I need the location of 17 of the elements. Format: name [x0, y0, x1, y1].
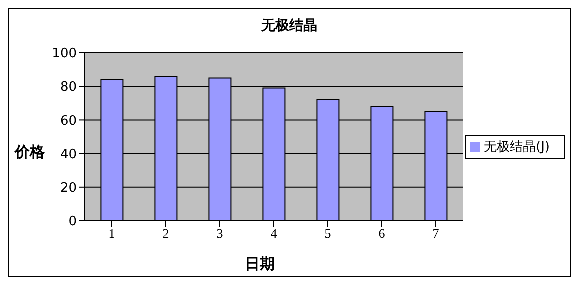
x-tick-label: 5: [324, 226, 332, 242]
x-tick-label: 4: [270, 226, 278, 242]
y-axis-title: 价格: [15, 143, 45, 162]
x-tick-label: 1: [108, 226, 116, 242]
y-tick-label: 0: [68, 214, 77, 230]
legend-label: 无极结晶(J): [484, 140, 550, 155]
y-tick-label: 60: [60, 114, 77, 129]
y-tick-label: 40: [60, 147, 77, 162]
x-tick-label: 6: [378, 226, 386, 242]
x-tick-label: 2: [162, 226, 170, 242]
x-tick-label: 3: [216, 226, 224, 242]
y-tick-label: 80: [60, 80, 77, 96]
x-tick-label: 7: [432, 226, 440, 242]
y-tick-label: 100: [52, 46, 77, 62]
chart-title: 无极结晶: [260, 17, 318, 35]
y-tick-label: 20: [60, 181, 77, 196]
x-axis-title: 日期: [245, 255, 275, 274]
